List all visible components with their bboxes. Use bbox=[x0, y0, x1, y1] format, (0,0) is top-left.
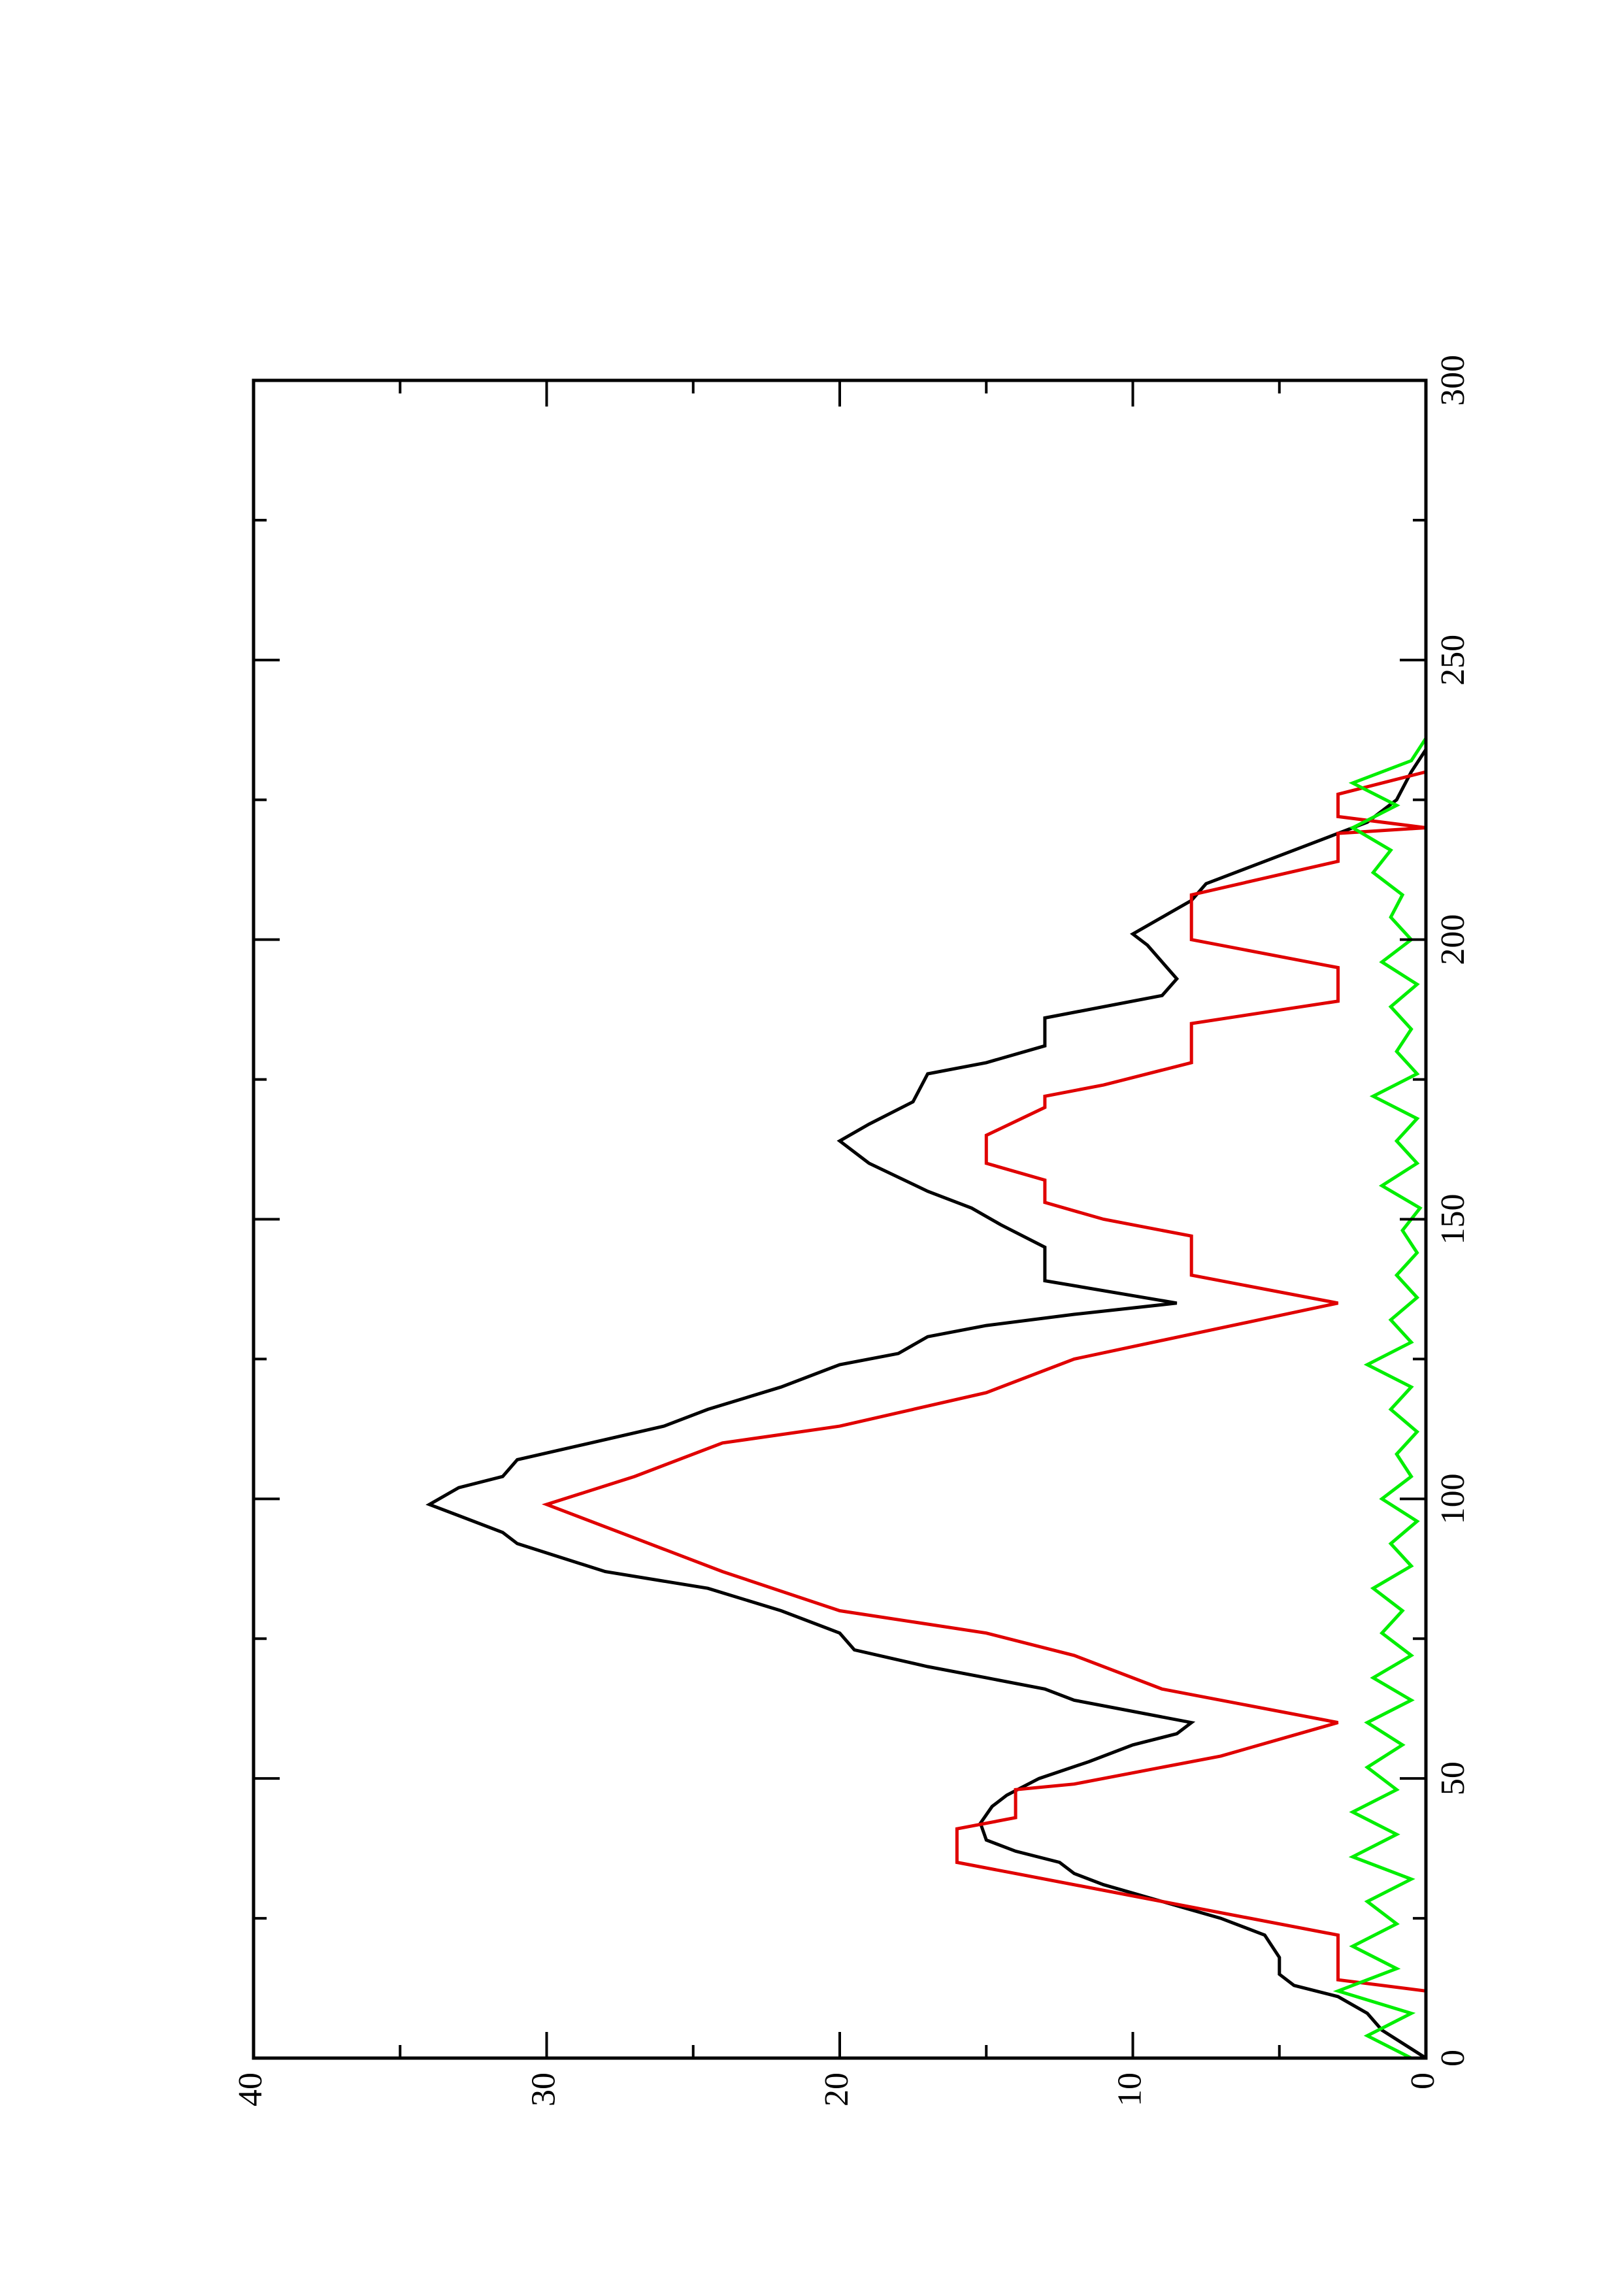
x-tick-label: 250 bbox=[1434, 635, 1472, 686]
y-tick-label: 0 bbox=[1404, 2072, 1442, 2089]
x-tick-label: 200 bbox=[1434, 914, 1472, 965]
x-tick-label: 150 bbox=[1434, 1194, 1472, 1245]
y-tick-label: 20 bbox=[818, 2072, 855, 2106]
data-line bbox=[1332, 737, 1428, 2060]
plot-frame bbox=[252, 378, 1428, 2060]
x-tick-label: 100 bbox=[1434, 1473, 1472, 1524]
y-tick-label: 40 bbox=[232, 2072, 269, 2106]
data-line bbox=[425, 748, 1428, 2060]
plot-area: 0 50 100 150 200 250 300 0 10 20 30 40 bbox=[232, 355, 1472, 2106]
x-tick-label: 0 bbox=[1434, 2050, 1472, 2067]
data-line bbox=[541, 770, 1427, 1993]
x-tick-label: 50 bbox=[1434, 1761, 1472, 1795]
y-tick-label: 30 bbox=[525, 2072, 562, 2106]
y-tick-label: 10 bbox=[1111, 2072, 1148, 2106]
x-tick-label: 300 bbox=[1434, 355, 1472, 406]
